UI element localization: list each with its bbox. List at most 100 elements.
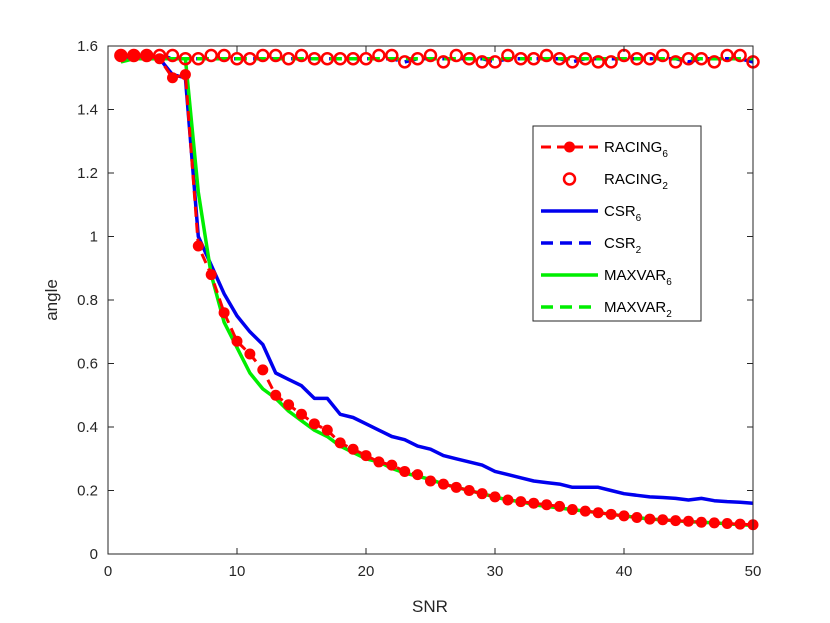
series-racing2-point (630, 51, 644, 66)
legend-maxvar2-label-main: MAXVAR (604, 299, 666, 316)
series-racing6-point (360, 450, 372, 462)
series-racing2-point (436, 55, 451, 69)
series-racing6-point (695, 516, 707, 528)
series-racing6-point (205, 269, 217, 281)
legend-maxvar6-label-sub: 6 (666, 277, 672, 288)
series-racing2-point (346, 51, 360, 66)
legend-maxvar2-label-sub: 2 (666, 309, 672, 320)
series-racing6-point (515, 496, 527, 508)
series-racing2-point (488, 55, 502, 69)
series-racing6-point (308, 418, 320, 430)
y-tick-label: 1 (90, 229, 98, 246)
series-racing6-point (373, 456, 385, 468)
series-racing6-point (270, 389, 282, 401)
series-racing2-point (243, 51, 257, 66)
series-racing6-point (605, 508, 617, 520)
y-tick-label: 0 (90, 546, 98, 563)
series-racing2-point (268, 48, 283, 63)
series-racing2-point (217, 48, 231, 63)
series-racing6-point (399, 465, 411, 477)
series-racing2-point (294, 48, 309, 63)
legend-racing6-label-sub: 6 (662, 149, 668, 160)
series-csr6-line (120, 53, 754, 505)
series-racing2-point (359, 51, 373, 66)
series-racing6-point (683, 515, 694, 527)
series-racing2-point (552, 51, 567, 66)
series-racing2-point (114, 48, 128, 63)
series-racing2-point (655, 48, 670, 63)
legend-csr2-label-sub: 2 (636, 245, 642, 256)
series-racing2-point (127, 48, 141, 63)
y-tick-label: 0.8 (77, 292, 98, 309)
series-racing6-point (128, 50, 140, 62)
series-racing2-point (256, 48, 270, 63)
legend-maxvar6-label: MAXVAR6 (604, 267, 672, 288)
legend-maxvar2: MAXVAR2 (541, 299, 672, 320)
series-racing2-point (204, 48, 218, 63)
series-racing2-point (372, 48, 386, 63)
series-racing6-point (579, 505, 591, 517)
series-racing6-point (296, 408, 307, 420)
x-tick-label: 20 (358, 563, 375, 580)
y-tick-label: 1.4 (77, 102, 98, 119)
y-tick-label: 0.6 (77, 356, 98, 373)
series-racing2-point (501, 48, 515, 63)
legend-csr6: CSR6 (541, 203, 642, 224)
series-racing2-point (668, 55, 683, 69)
series-racing2-point (139, 48, 154, 63)
legend-csr2-label: CSR2 (604, 235, 642, 256)
y-tick-label: 0.2 (77, 483, 98, 500)
legend-csr6-label: CSR6 (604, 203, 642, 224)
series-racing2-point (681, 51, 696, 66)
series-racing6-point (244, 348, 256, 360)
series-racing6-point (528, 497, 540, 509)
series-racing6-point (708, 517, 720, 529)
legend-csr6-label-sub: 6 (636, 213, 642, 224)
x-axis-label: SNR (412, 597, 448, 616)
y-tick-label: 1.2 (77, 165, 98, 182)
series-racing6-point (657, 514, 669, 526)
series-racing6-point (618, 510, 630, 522)
legend-racing6-label: RACING6 (604, 139, 668, 160)
series-racing6-point (425, 475, 436, 487)
series-racing2-point (578, 51, 593, 66)
series-racing6-point (554, 500, 565, 512)
x-tick-label: 50 (745, 563, 762, 580)
series-racing6-point (412, 469, 424, 481)
series-racing2-point (423, 48, 438, 63)
legend-racing2: RACING2 (562, 171, 668, 192)
series-racing2-point (526, 51, 541, 66)
legend-maxvar6-label-main: MAXVAR (604, 267, 666, 284)
series-racing2-point (230, 51, 244, 66)
series-racing2 (114, 48, 760, 69)
series-racing2-point (333, 51, 347, 66)
series-racing6-point (450, 481, 462, 493)
series-racing2-point (462, 51, 476, 66)
series-racing2-point (604, 55, 618, 69)
series-racing6-point (734, 518, 746, 530)
series-racing6-point (592, 507, 604, 519)
x-tick-label: 30 (487, 563, 504, 580)
series-racing6-point (644, 513, 656, 525)
x-tick-label: 0 (104, 563, 112, 580)
series-racing2-point (152, 48, 167, 63)
series-racing2-point (307, 51, 322, 66)
y-tick-label: 1.6 (77, 38, 98, 55)
series-racing6-point (218, 307, 230, 319)
legend-racing6-marker (564, 141, 575, 153)
series-racing6-point (721, 518, 733, 530)
series-racing2-point (449, 48, 464, 63)
series-racing2-point (410, 51, 425, 66)
series-racing6-point (670, 515, 682, 527)
series-racing2-point (733, 48, 747, 63)
series-racing6-point (167, 72, 178, 84)
y-axis-label: angle (42, 279, 61, 321)
series-racing6-point (566, 504, 578, 516)
series-racing6-point (115, 50, 127, 62)
legend-csr2: CSR2 (541, 235, 642, 256)
series-racing2-point (320, 51, 335, 66)
series-racing6-point (476, 488, 488, 500)
series-racing6-point (141, 50, 153, 62)
